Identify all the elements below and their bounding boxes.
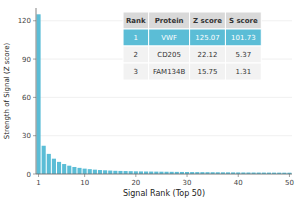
table-header: S score	[229, 17, 258, 25]
x-tick-label: 1	[36, 179, 40, 187]
table-header: Z score	[193, 17, 222, 25]
table-cell-bg	[190, 46, 226, 63]
table-cell-bg	[190, 63, 226, 80]
y-tick-label: 0	[27, 171, 31, 179]
x-tick-label: 30	[183, 179, 192, 187]
grid-line	[36, 174, 292, 175]
bar	[42, 146, 46, 174]
table-cell: 5.37	[236, 51, 252, 59]
table-cell: CD205	[157, 51, 181, 59]
x-tick	[289, 174, 290, 177]
table-cell-bg	[123, 29, 149, 46]
x-axis-label: Signal Rank (Top 50)	[123, 189, 205, 198]
x-tick	[238, 174, 239, 177]
table-cell-bg	[123, 46, 149, 63]
x-tick-label: 10	[80, 179, 89, 187]
table-cell: 101.73	[231, 34, 256, 42]
table-header-bg	[190, 12, 226, 29]
table-cell: 1.31	[236, 68, 252, 76]
table-cell-bg	[149, 46, 190, 63]
bar	[88, 169, 92, 174]
table-header: Rank	[126, 17, 146, 25]
table-header-bg	[123, 12, 149, 29]
x-tick	[38, 174, 39, 177]
table-header: Protein	[155, 17, 184, 25]
table-cell: VWF	[161, 34, 177, 42]
bar	[77, 168, 81, 174]
y-tick-label: 60	[22, 94, 31, 102]
y-tick	[33, 135, 36, 136]
chart: 0 30 60 90 120 1 10 20 30 40 50 Signal Rank (Top 50…	[0, 0, 300, 200]
y-tick	[33, 97, 36, 98]
bars	[37, 14, 292, 174]
bar	[113, 171, 117, 174]
bar	[118, 171, 122, 174]
y-tick	[33, 59, 36, 60]
bar	[83, 169, 87, 174]
grid-line	[36, 135, 292, 136]
bar	[134, 171, 138, 174]
y-axis-line	[36, 8, 37, 174]
table-header-bg	[149, 12, 190, 29]
y-tick-label: 120	[18, 17, 31, 25]
bar	[57, 162, 61, 174]
grid-line	[36, 97, 292, 98]
table-cell-bg	[225, 46, 261, 63]
y-tick	[33, 174, 36, 175]
bar	[93, 170, 97, 174]
bar	[67, 166, 71, 174]
bar	[37, 14, 41, 174]
bar	[52, 159, 56, 174]
table: Rank Protein Z score S score 1 VWF 125.07 101.7…	[123, 12, 261, 80]
table-cell: 1	[134, 34, 138, 42]
table-cell-bg	[225, 63, 261, 80]
table-header-bg	[225, 12, 261, 29]
y-tick-label: 90	[22, 56, 31, 64]
x-tick	[135, 174, 136, 177]
table-cell: FAM134B	[153, 68, 186, 76]
bar	[98, 170, 102, 174]
table-cell-bg	[149, 63, 190, 80]
table-cell-bg	[225, 29, 261, 46]
x-axis-line	[36, 174, 292, 175]
table-cell: 15.75	[197, 68, 217, 76]
table-cell: 3	[134, 68, 138, 76]
bar	[129, 171, 133, 174]
x-tick	[187, 174, 188, 177]
table-cell: 22.12	[197, 51, 217, 59]
bar	[72, 167, 76, 174]
table-cell: 2	[134, 51, 138, 59]
table-cell-bg	[190, 29, 226, 46]
bar	[47, 154, 51, 174]
x-tick-label: 20	[131, 179, 140, 187]
table-cell-bg	[123, 63, 149, 80]
y-axis-label: Strength of Signal (Z score)	[3, 42, 11, 139]
x-tick-label: 50	[285, 179, 294, 187]
y-tick	[33, 20, 36, 21]
x-tick-label: 40	[234, 179, 243, 187]
grid	[36, 21, 292, 174]
bar	[108, 171, 112, 174]
y-tick-label: 30	[22, 132, 31, 140]
bar	[62, 164, 66, 174]
x-tick	[84, 174, 85, 177]
table-cell-bg	[149, 29, 190, 46]
bar	[103, 170, 107, 174]
table-cell: 125.07	[195, 34, 220, 42]
bar	[124, 171, 128, 174]
